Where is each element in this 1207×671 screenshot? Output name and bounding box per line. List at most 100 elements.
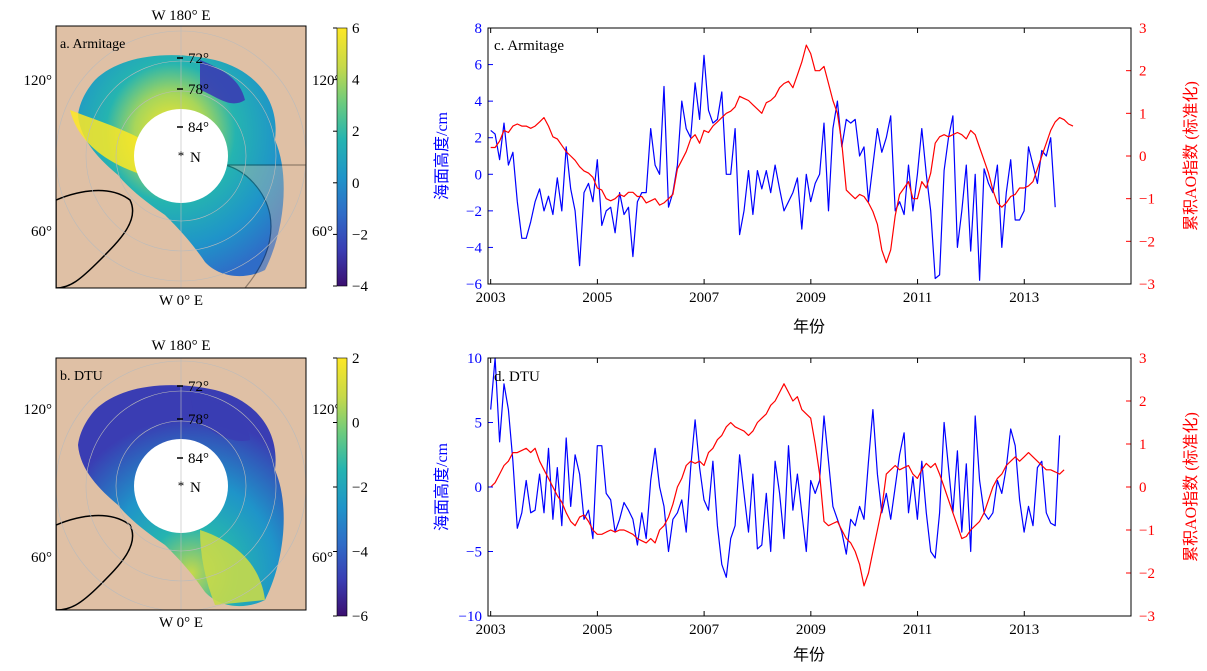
y-tick-label-right: −1 [1139,192,1155,208]
map-b-pole-label: N [190,480,201,496]
colorbar-tick-label: 0 [352,176,360,192]
chart-d-frame [487,357,1132,617]
y-tick-label-right: 0 [1139,149,1147,165]
x-tick-label: 2005 [582,622,612,638]
y-tick-label-right: 1 [1139,437,1147,453]
map-a-lat-72: 72° [188,51,209,67]
map-a-body [56,26,306,288]
map-b-lat-72: 72° [188,379,209,395]
y-tick-label-right: 2 [1139,394,1147,410]
chart-c-panel-label: c. Armitage [494,38,564,54]
colorbar-tick-label: 2 [352,351,360,367]
colorbar-dtu: 2 0 −2 −4 −6 [333,351,368,625]
colorbar-b-ticks: 2 0 −2 −4 −6 [333,351,368,625]
y-tick-label-right: 2 [1139,64,1147,80]
colorbar-tick-label: 6 [352,21,360,37]
colorbar-a-gradient [336,27,348,287]
y-tick-label-right: 3 [1139,351,1147,367]
colorbar-armitage: 6 4 2 0 −2 −4 [333,21,368,295]
x-tick-label: 2003 [476,290,506,306]
y-tick-label-left: 2 [475,131,483,147]
colorbar-tick-label: 4 [352,73,360,89]
greenland-land [56,514,134,610]
map-a-right-lon-lower: 60° [312,224,333,240]
ao-index-series-line [490,44,1074,264]
x-tick-label: 2003 [476,622,506,638]
x-tick-label: 2013 [1009,622,1039,638]
chart-c-plot-area: 2003 2005 2007 2009 2011 2013−6−4−202468−3−2−… [466,21,1155,306]
map-a-bottom-label: W 0° E [159,293,203,309]
map-b-lat-78: 78° [188,412,209,428]
ao-index-series-line [490,383,1065,587]
map-a-pole-label: N [190,150,201,166]
map-b-left-lon-upper: 120° [24,402,53,418]
pole-marker: * [178,148,185,163]
chart-c-frame [487,27,1132,285]
chart-d-panel-label: d. DTU [494,369,540,385]
map-b-right-lon-upper: 120° [312,402,341,418]
chart-d-xlabel: 年份 [793,646,825,664]
x-tick-label: 2005 [582,290,612,306]
y-tick-label-right: 3 [1139,21,1147,37]
map-b-panel-label: b. DTU [60,369,103,384]
map-b-top-label: W 180° E [151,338,210,354]
y-tick-label-left: 6 [475,58,483,74]
map-a-left-lon-lower: 60° [31,224,52,240]
map-panel-dtu: b. DTU W 180° E W 0° E 120° 60° 120° 60°… [24,338,341,631]
map-a-top-label: W 180° E [151,8,210,24]
chart-d-plot-area: 2003 2005 2007 2009 2011 2013−10−50510−3−2−10… [459,351,1155,638]
chart-c-ylabel: 海面高度/cm [433,111,451,200]
map-a-lat-84: 84° [188,120,209,136]
y-tick-label-right: −3 [1139,277,1155,293]
colorbar-tick-label: −4 [352,545,368,561]
x-tick-label: 2011 [903,290,932,306]
greenland-land [56,189,134,288]
y-tick-label-right: −2 [1139,566,1155,582]
map-b-bottom-label: W 0° E [159,615,203,631]
y-tick-label-left: −6 [466,277,482,293]
y-tick-label-left: 4 [475,94,483,110]
chart-d-ylabel: 海面高度/cm [433,442,451,531]
chart-d-ylabel-right: 累积AO指数 (标准化) [1182,412,1200,562]
y-tick-label-right: 0 [1139,480,1147,496]
y-tick-label-left: 5 [475,416,483,432]
map-b-right-lon-lower: 60° [312,550,333,566]
colorbar-tick-label: −2 [352,227,368,243]
x-tick-label: 2013 [1009,290,1039,306]
colorbar-tick-label: 2 [352,124,360,140]
colorbar-tick-label: −6 [352,609,368,625]
x-tick-label: 2009 [796,290,826,306]
timeseries-chart-armitage: 2003 2005 2007 2009 2011 2013−6−4−202468−3−2−… [433,21,1200,336]
map-a-frame [55,25,307,289]
map-b-lat-84: 84° [188,451,209,467]
colorbar-a-ticks: 6 4 2 0 −2 −4 [333,21,368,295]
y-tick-label-left: 8 [475,21,483,37]
y-tick-label-left: −4 [466,240,482,256]
y-tick-label-left: −2 [466,204,482,220]
colorbar-tick-label: 0 [352,416,360,432]
pole-marker: * [178,478,185,493]
x-tick-label: 2007 [689,290,720,306]
map-b-body [56,358,306,610]
map-panel-armitage: a. Armitage W 180° E W 0° E 120° 60° 120… [24,8,341,309]
y-tick-label-right: 1 [1139,106,1147,122]
map-b-frame [55,357,307,611]
chart-c-ylabel-right: 累积AO指数 (标准化) [1182,81,1200,231]
x-tick-label: 2007 [689,622,720,638]
y-tick-label-left: 0 [475,480,483,496]
map-a-lat-78: 78° [188,82,209,98]
y-tick-label-left: 0 [475,167,483,183]
eurasia-land [224,164,306,288]
y-tick-label-right: −2 [1139,234,1155,250]
y-tick-label-left: 10 [467,351,482,367]
x-tick-label: 2011 [903,622,932,638]
map-a-panel-label: a. Armitage [60,37,125,52]
y-tick-label-right: −1 [1139,523,1155,539]
ssh-low-region [190,395,250,441]
y-tick-label-right: −3 [1139,609,1155,625]
x-tick-label: 2009 [796,622,826,638]
colorbar-b-gradient [336,357,348,617]
chart-c-xlabel: 年份 [793,318,825,336]
